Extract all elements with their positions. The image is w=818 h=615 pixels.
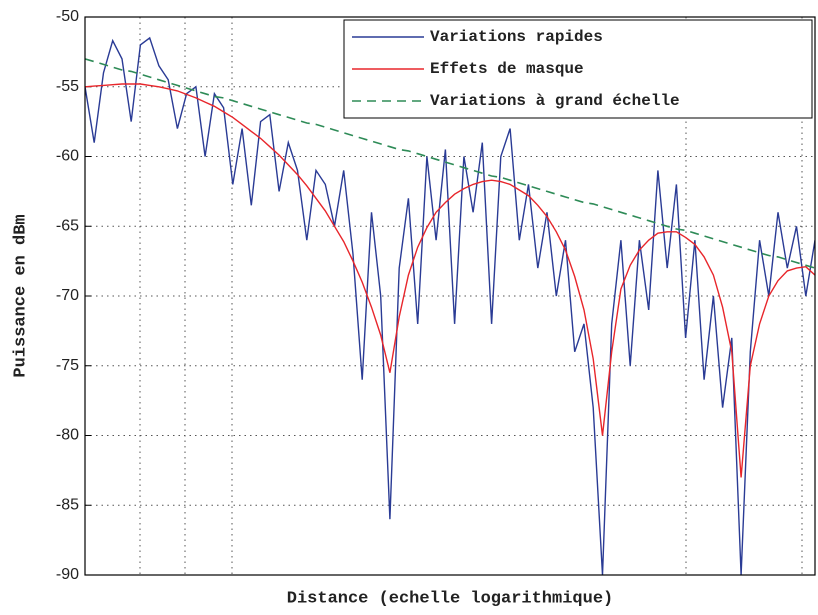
y-tick-label: -50 bbox=[56, 8, 79, 25]
y-tick-label: -80 bbox=[56, 427, 79, 444]
series-line bbox=[85, 83, 815, 478]
legend-label: Variations rapides bbox=[430, 28, 603, 46]
y-tick-label: -85 bbox=[56, 496, 79, 513]
y-tick-label: -55 bbox=[56, 78, 79, 95]
series-line bbox=[85, 58, 815, 269]
y-tick-label: -75 bbox=[56, 357, 79, 374]
y-tick-label: -70 bbox=[56, 287, 79, 304]
plot-frame bbox=[84, 16, 816, 576]
series-line bbox=[85, 36, 815, 575]
y-tick-label: -90 bbox=[56, 566, 79, 583]
y-tick-label: -60 bbox=[56, 148, 79, 165]
y-axis-label: Puissance en dBm bbox=[11, 214, 30, 377]
legend-label: Variations à grand échelle bbox=[430, 92, 680, 110]
y-tick-label: -65 bbox=[56, 217, 79, 234]
x-axis-label: Distance (echelle logarithmique) bbox=[287, 589, 613, 608]
legend-label: Effets de masque bbox=[430, 60, 584, 78]
